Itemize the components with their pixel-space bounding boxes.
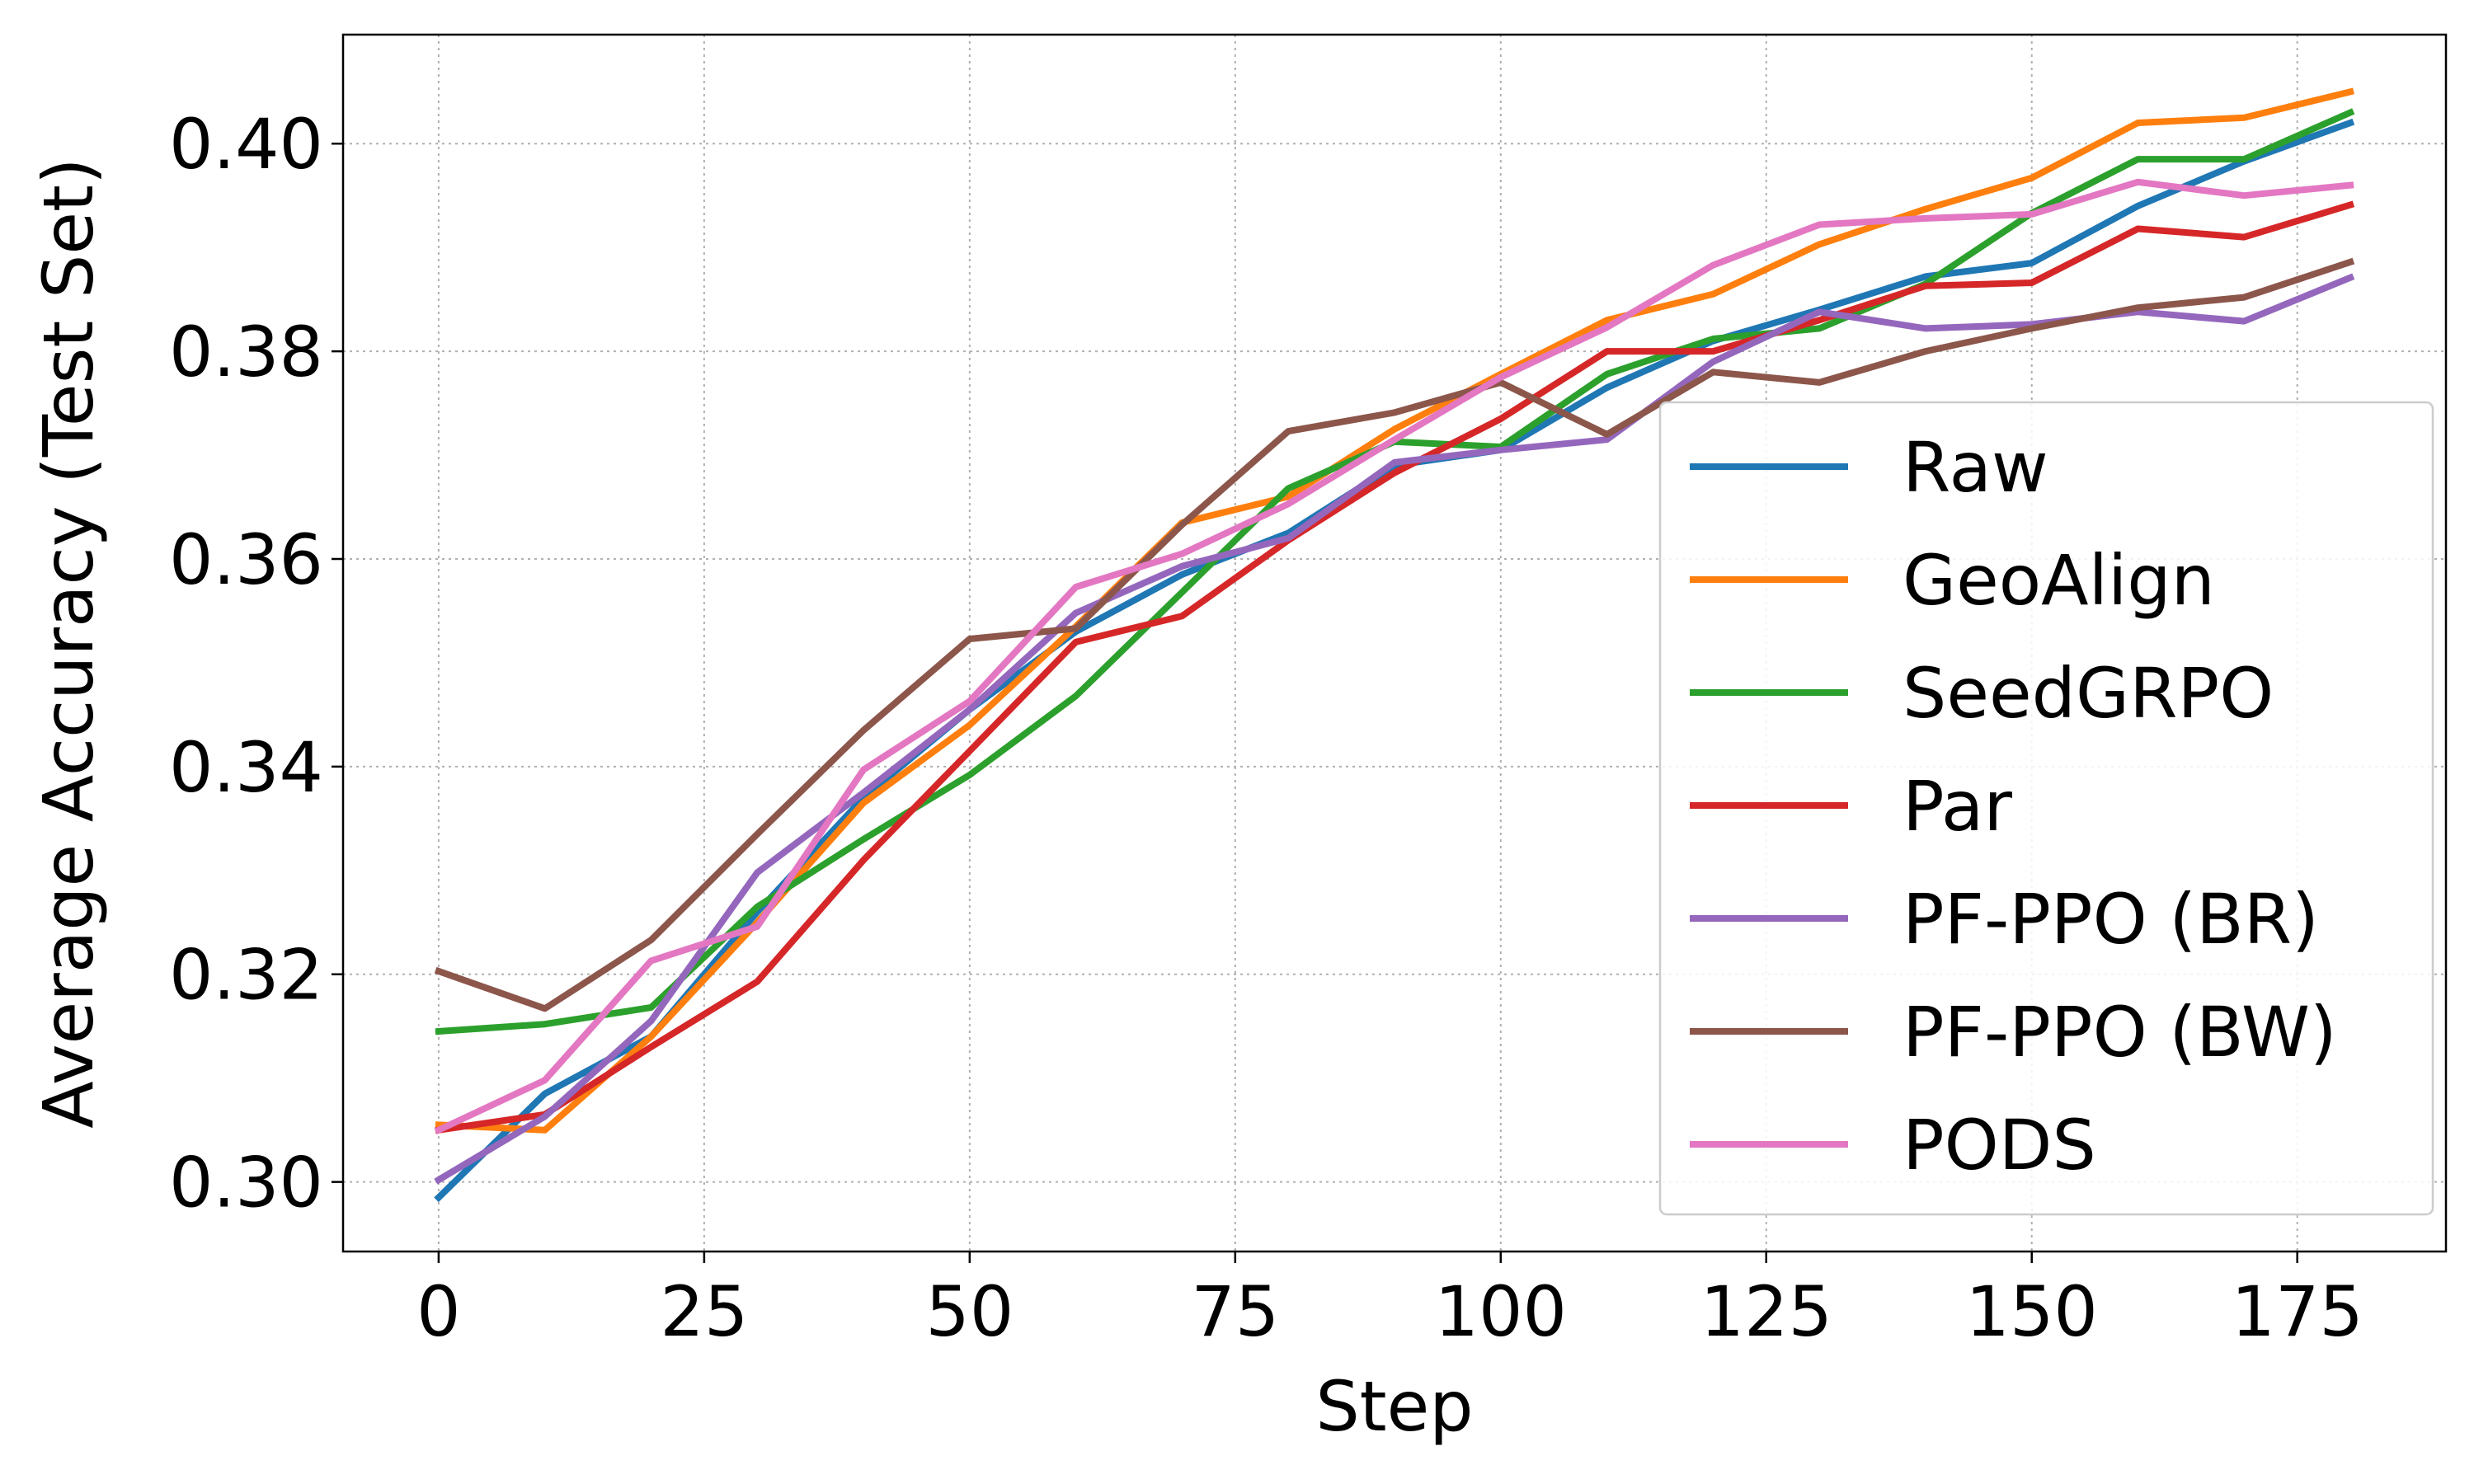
series-line-pods [434,178,2354,1135]
legend-label: PF-PPO (BW) [1903,992,2337,1073]
x-tick-label: 150 [1966,1271,2098,1352]
y-tick-label: 0.36 [169,519,323,600]
y-axis-ticks: 0.30 0.32 0.34 0.36 0.38 0.40 [169,104,343,1223]
series-line-pf-ppo-bw [434,257,2355,1012]
x-tick-label: 125 [1700,1271,1832,1352]
y-tick-label: 0.32 [169,935,323,1016]
plot-frame [341,33,2448,1253]
legend-label: GeoAlign [1903,540,2215,621]
series-line-pf-ppo-br [434,273,2355,1185]
x-axis-label: Step [1315,1366,1473,1447]
y-axis-label: Average Accuracy (Test Set) [28,157,109,1128]
x-tick-label: 50 [925,1271,1014,1352]
x-tick-label: 100 [1435,1271,1567,1352]
x-tick-label: 0 [416,1271,460,1352]
legend-label: Par [1903,766,2012,847]
legend-label: PF-PPO (BR) [1903,879,2319,960]
legend-label: Raw [1903,427,2048,508]
series-lines [434,87,2355,1203]
x-tick-label: 75 [1191,1271,1279,1352]
x-tick-label: 25 [660,1271,748,1352]
y-tick-label: 0.40 [169,104,323,185]
legend-box [1658,401,2434,1216]
legend: Raw GeoAlign SeedGRPO Par PF-PPO (BR) PF-PPO … [1658,401,2434,1216]
legend-label: PODS [1903,1105,2096,1186]
legend-label: SeedGRPO [1903,653,2274,734]
y-tick-label: 0.38 [169,312,323,392]
x-axis-ticks: 0 25 50 75 100 125 150 175 [416,1252,2363,1352]
y-tick-label: 0.34 [169,727,323,808]
x-tick-label: 175 [2232,1271,2363,1352]
series-line-par [435,200,2355,1134]
y-tick-label: 0.30 [169,1143,323,1223]
